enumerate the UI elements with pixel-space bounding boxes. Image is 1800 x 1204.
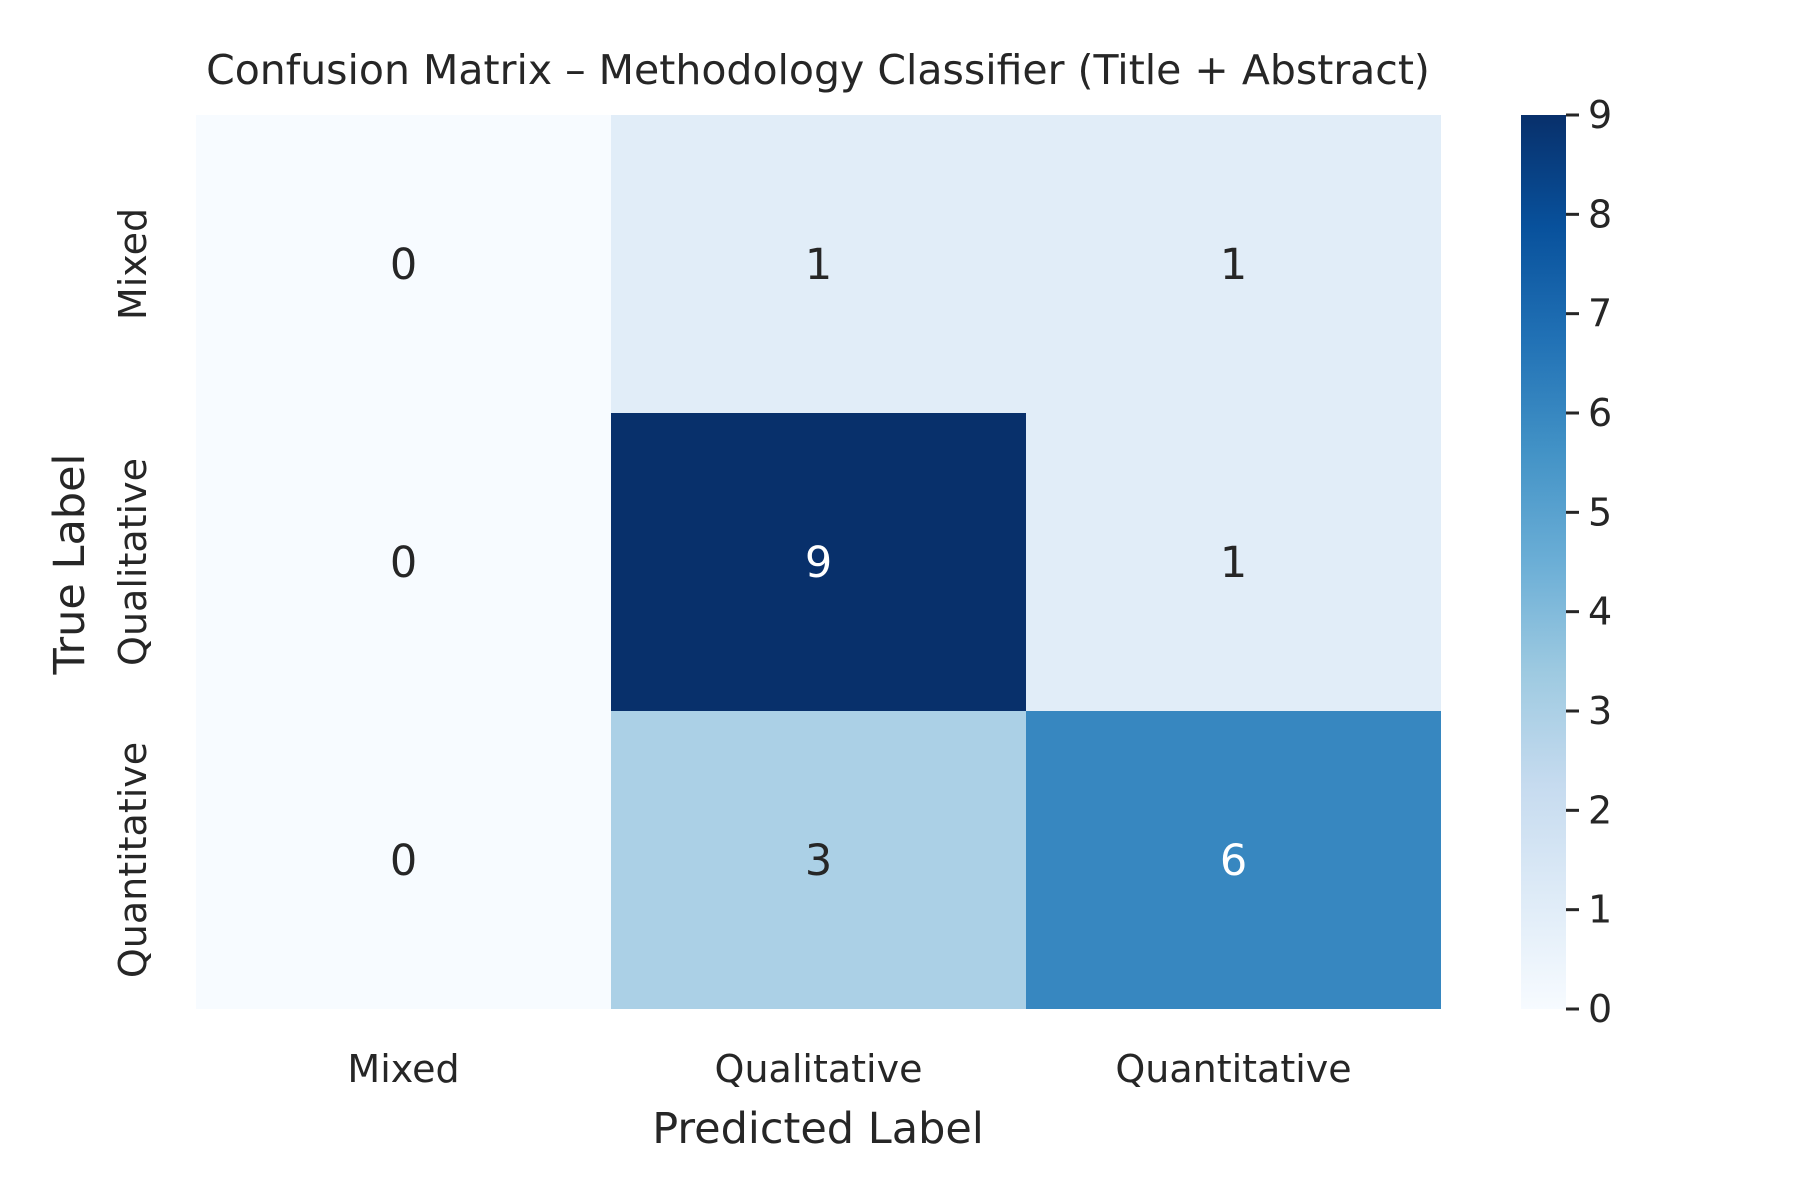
cell-value-label-r2-c2: 6 xyxy=(1220,836,1247,886)
y-axis-label: True Label xyxy=(45,453,95,675)
colorbar-tick-label-3: 3 xyxy=(1588,689,1612,733)
chart-title: Confusion Matrix – Methodology Classifie… xyxy=(206,46,1430,94)
x-tick-label-0: Mixed xyxy=(347,1047,459,1091)
colorbar-ticks: 0 1 2 3 4 5 6 7 8 9 xyxy=(1566,93,1612,1031)
cell-value-label-r0-c2: 1 xyxy=(1220,240,1247,290)
heatmap-cell-r2-c1 xyxy=(611,711,1026,1009)
heatmap-cell-r0-c1 xyxy=(611,115,1026,413)
heatmap-cell-r2-c2 xyxy=(1026,711,1441,1009)
colorbar-tick-label-2: 2 xyxy=(1588,788,1612,832)
colorbar-tick-label-9: 9 xyxy=(1588,93,1612,137)
colorbar-tick-label-5: 5 xyxy=(1588,490,1612,534)
cell-value-label-r1-c0: 0 xyxy=(390,538,417,588)
colorbar-tick-label-7: 7 xyxy=(1588,292,1612,336)
heatmap-cell-r1-c2 xyxy=(1026,413,1441,711)
y-tick-label-0: Mixed xyxy=(111,208,155,320)
cell-value-label-r2-c1: 3 xyxy=(805,836,832,886)
colorbar-tick-label-6: 6 xyxy=(1588,391,1612,435)
x-tick-label-2: Quantitative xyxy=(1115,1047,1351,1091)
y-tick-labels: Mixed Qualitative Quantitative xyxy=(111,208,155,978)
heatmap-cell-r1-c0 xyxy=(196,413,611,711)
heatmap-cell-r0-c2 xyxy=(1026,115,1441,413)
colorbar-tick-label-1: 1 xyxy=(1588,888,1612,932)
colorbar-tick-label-4: 4 xyxy=(1588,590,1612,634)
x-axis-label: Predicted Label xyxy=(652,1104,984,1154)
y-tick-label-1: Qualitative xyxy=(111,458,155,666)
heatmap-cell-r1-c1 xyxy=(611,413,1026,711)
heatmap-cell-r2-c0 xyxy=(196,711,611,1009)
cell-value-label-r2-c0: 0 xyxy=(390,836,417,886)
cell-value-label-r1-c1: 9 xyxy=(805,538,832,588)
colorbar-tick-label-0: 0 xyxy=(1588,987,1612,1031)
heatmap-cells xyxy=(196,115,1441,1009)
x-tick-label-1: Qualitative xyxy=(715,1047,923,1091)
cell-value-label-r0-c1: 1 xyxy=(805,240,832,290)
colorbar xyxy=(1521,115,1566,1009)
cell-value-label-r1-c2: 1 xyxy=(1220,538,1247,588)
y-tick-label-2: Quantitative xyxy=(111,742,155,978)
x-tick-labels: Mixed Qualitative Quantitative xyxy=(347,1047,1351,1091)
heatmap-cell-labels: 0 1 1 0 9 1 0 3 6 xyxy=(390,240,1247,886)
colorbar-tick-label-8: 8 xyxy=(1588,192,1612,236)
heatmap-cell-r0-c0 xyxy=(196,115,611,413)
cell-value-label-r0-c0: 0 xyxy=(390,240,417,290)
